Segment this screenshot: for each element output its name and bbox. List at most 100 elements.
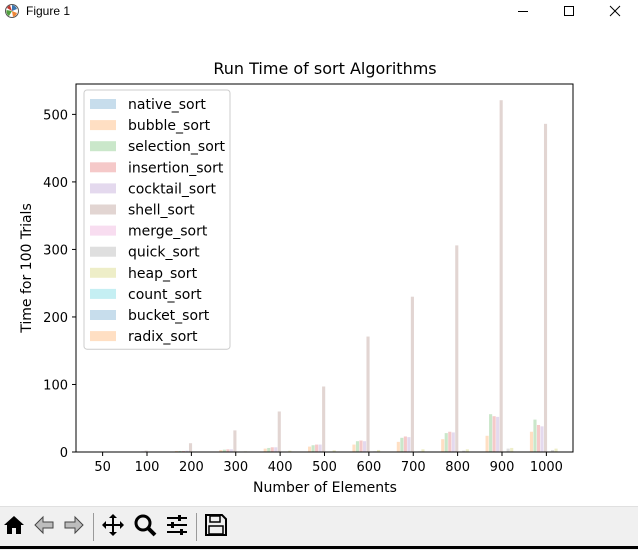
bar-selection_sort-700 <box>400 438 403 452</box>
legend-swatch-bubble_sort <box>90 120 116 130</box>
bar-bubble_sort-500 <box>308 447 311 452</box>
bar-shell_sort-1000 <box>544 124 547 452</box>
bar-cocktail_sort-800 <box>452 432 455 452</box>
y-tick-label: 0 <box>60 446 68 461</box>
chart-title: Run Time of sort Algorithms <box>213 59 436 78</box>
legend-swatch-merge_sort <box>90 226 116 236</box>
x-tick-label: 500 <box>312 460 337 475</box>
minimize-button[interactable] <box>500 0 546 22</box>
home-button[interactable] <box>0 513 28 541</box>
bar-shell_sort-700 <box>411 297 414 452</box>
x-tick-label: 300 <box>223 460 248 475</box>
save-icon <box>204 513 228 541</box>
bar-insertion_sort-800 <box>448 432 451 452</box>
legend-label-radix_sort: radix_sort <box>128 329 198 345</box>
bar-selection_sort-600 <box>356 441 359 452</box>
bar-selection_sort-1000 <box>533 420 536 452</box>
window-titlebar: Figure 1 <box>0 0 638 22</box>
legend-label-shell_sort: shell_sort <box>128 203 195 219</box>
x-tick-label: 1000 <box>530 460 563 475</box>
bar-shell_sort-600 <box>366 337 369 452</box>
bar-selection_sort-400 <box>267 448 270 452</box>
x-tick-label: 200 <box>179 460 204 475</box>
bar-shell_sort-500 <box>322 387 325 453</box>
y-tick-label: 500 <box>43 108 68 123</box>
x-tick-label: 100 <box>135 460 160 475</box>
legend: native_sort bubble_sort selection_sortinse… <box>84 90 230 349</box>
legend-label-native_sort: native_sort <box>128 97 206 113</box>
legend-swatch-bucket_sort <box>90 310 116 320</box>
x-tick-label: 600 <box>356 460 381 475</box>
bar-bubble_sort-1000 <box>530 432 533 452</box>
x-tick-label: 800 <box>445 460 470 475</box>
bar-shell_sort-400 <box>278 411 281 452</box>
zoom-button[interactable] <box>131 513 159 541</box>
legend-swatch-selection_sort <box>90 141 116 151</box>
bar-selection_sort-500 <box>312 445 315 452</box>
legend-label-insertion_sort: insertion_sort <box>128 160 224 176</box>
legend-swatch-heap_sort <box>90 268 116 278</box>
close-button[interactable] <box>592 0 638 22</box>
bar-cocktail_sort-600 <box>363 441 366 452</box>
bar-insertion_sort-600 <box>359 441 362 452</box>
x-tick-label: 700 <box>401 460 426 475</box>
bar-heap_sort-900 <box>510 448 513 452</box>
forward-arrow-icon <box>62 513 86 541</box>
y-axis-label: Time for 100 Trials <box>19 203 35 334</box>
legend-label-selection_sort: selection_sort <box>128 139 226 155</box>
zoom-icon <box>133 513 157 541</box>
legend-swatch-quick_sort <box>90 247 116 257</box>
x-tick-label: 50 <box>94 460 111 475</box>
back-button[interactable] <box>30 513 58 541</box>
pan-button[interactable] <box>99 513 127 541</box>
subplots-config-icon <box>165 513 189 541</box>
legend-swatch-insertion_sort <box>90 162 116 172</box>
y-tick-label: 100 <box>43 378 68 393</box>
toolbar-separator <box>93 513 94 541</box>
bar-cocktail_sort-900 <box>496 417 499 452</box>
legend-label-quick_sort: quick_sort <box>128 245 200 261</box>
legend-label-bucket_sort: bucket_sort <box>128 308 210 324</box>
maximize-button[interactable] <box>546 0 592 22</box>
bar-cocktail_sort-1000 <box>540 426 543 452</box>
legend-swatch-count_sort <box>90 289 116 299</box>
bar-insertion_sort-400 <box>271 447 274 452</box>
y-tick-label: 200 <box>43 311 68 326</box>
legend-swatch-radix_sort <box>90 331 116 341</box>
legend-swatch-cocktail_sort <box>90 183 116 193</box>
legend-swatch-shell_sort <box>90 205 116 215</box>
legend-swatch-native_sort <box>90 99 116 109</box>
matplotlib-logo-icon <box>4 3 20 19</box>
configure-subplots-button[interactable] <box>163 513 191 541</box>
legend-label-cocktail_sort: cocktail_sort <box>128 181 217 197</box>
bar-cocktail_sort-500 <box>319 445 322 452</box>
legend-label-bubble_sort: bubble_sort <box>128 118 211 134</box>
bar-shell_sort-200 <box>189 443 192 452</box>
x-tick-label: 900 <box>490 460 515 475</box>
bar-shell_sort-900 <box>500 100 503 452</box>
bar-insertion_sort-500 <box>315 445 318 452</box>
window-title: Figure 1 <box>26 4 70 18</box>
bar-selection_sort-900 <box>489 414 492 452</box>
bar-selection_sort-800 <box>445 433 448 452</box>
y-tick-label: 400 <box>43 176 68 191</box>
bar-insertion_sort-700 <box>404 436 407 452</box>
legend-label-heap_sort: heap_sort <box>128 266 198 282</box>
bar-heap_sort-1000 <box>555 449 558 452</box>
toolbar-separator <box>196 513 197 541</box>
save-button[interactable] <box>202 513 230 541</box>
home-icon <box>2 513 26 541</box>
bar-cocktail_sort-400 <box>274 447 277 452</box>
bar-bubble_sort-700 <box>397 442 400 452</box>
forward-button[interactable] <box>60 513 88 541</box>
bar-bubble_sort-600 <box>352 445 355 452</box>
bar-insertion_sort-1000 <box>537 425 540 452</box>
pan-icon <box>101 513 125 541</box>
legend-label-count_sort: count_sort <box>128 287 202 303</box>
navigation-toolbar <box>0 506 638 550</box>
bar-bubble_sort-800 <box>441 439 444 452</box>
x-axis-label: Number of Elements <box>253 480 397 496</box>
chart-canvas: Run Time of sort Algorithms 50 100 200 300 4… <box>0 22 638 506</box>
